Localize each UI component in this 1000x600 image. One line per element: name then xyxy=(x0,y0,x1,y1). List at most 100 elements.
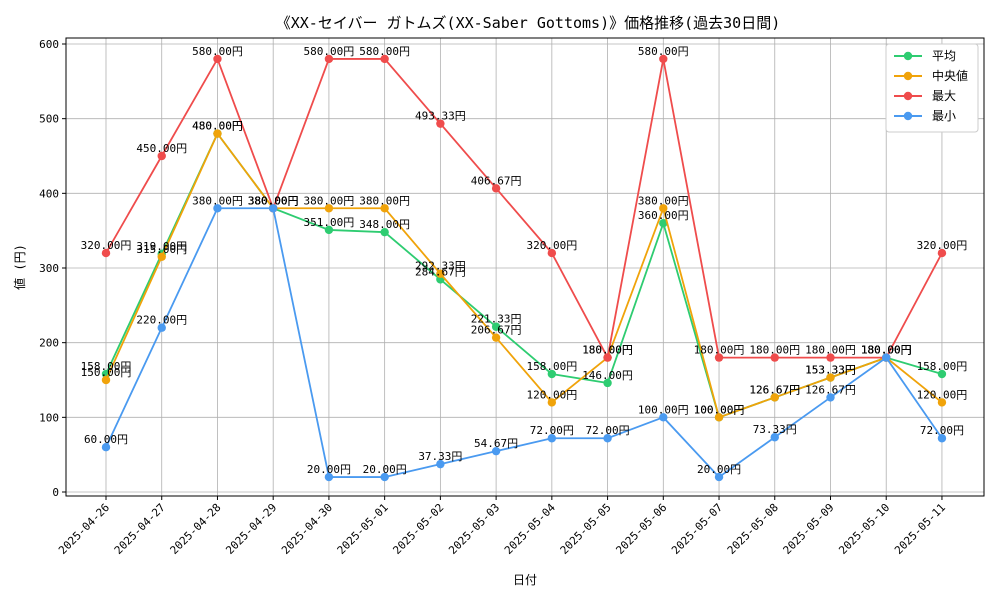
legend-item: 平均 xyxy=(894,49,956,63)
data-point xyxy=(770,393,779,402)
data-label: 580.00円 xyxy=(304,45,355,58)
x-tick-label: 2025-04-29 xyxy=(223,501,279,557)
legend-marker xyxy=(903,71,913,81)
data-point xyxy=(213,129,222,138)
data-point xyxy=(101,443,111,452)
data-label: 180.00円 xyxy=(694,344,745,357)
data-label: 60.00円 xyxy=(84,433,128,446)
x-tick-label: 2025-05-07 xyxy=(669,501,725,557)
data-label: 153.33円 xyxy=(805,364,856,377)
chart-title: 《XX-セイバー ガトムズ(XX-Saber Gottoms)》価格推移(過去3… xyxy=(276,14,781,32)
data-label: 580.00円 xyxy=(359,45,410,58)
data-label: 150.00円 xyxy=(81,366,132,379)
x-tick-label: 2025-04-27 xyxy=(112,501,168,557)
data-label: 153.33円 xyxy=(805,364,856,377)
data-label: 120.00円 xyxy=(917,388,968,401)
data-label: 126.67円 xyxy=(805,383,856,396)
data-point xyxy=(491,322,501,331)
x-tick-label: 2025-05-01 xyxy=(335,501,391,557)
data-point xyxy=(213,204,222,213)
series-3 xyxy=(101,54,947,362)
legend-marker xyxy=(903,51,913,61)
data-point xyxy=(937,434,947,443)
data-label: 126.67円 xyxy=(749,383,800,396)
data-point xyxy=(213,54,222,64)
data-point xyxy=(380,227,389,237)
data-point xyxy=(547,369,557,379)
series-line xyxy=(105,56,943,361)
data-point xyxy=(937,398,947,407)
data-label: 180.00円 xyxy=(805,344,856,357)
data-label: 180.00円 xyxy=(749,344,800,357)
data-point xyxy=(659,204,668,213)
data-label: 180.00円 xyxy=(861,344,912,357)
data-label: 158.00円 xyxy=(81,360,132,373)
legend-item: 最小 xyxy=(894,109,956,123)
data-label: 72.00円 xyxy=(586,424,630,437)
series-4 xyxy=(101,204,947,482)
data-point xyxy=(826,393,835,402)
data-label: 180.00円 xyxy=(861,344,912,357)
data-label: 380.00円 xyxy=(248,194,299,207)
data-point xyxy=(770,433,779,442)
data-point xyxy=(547,398,557,407)
data-label: 180.00円 xyxy=(861,344,912,357)
data-point xyxy=(436,459,445,469)
data-label: 450.00円 xyxy=(136,142,187,155)
data-label: 320.00円 xyxy=(526,239,577,252)
data-label: 319.00円 xyxy=(136,240,187,253)
data-label: 206.67円 xyxy=(471,324,522,337)
data-label: 580.00円 xyxy=(638,45,689,58)
data-point xyxy=(157,151,166,161)
x-tick-label: 2025-05-08 xyxy=(725,501,781,557)
x-tick-label: 2025-05-09 xyxy=(781,501,837,557)
data-label: 348.00円 xyxy=(359,218,410,231)
y-axis: 0 100 200 300 400 500 600 xyxy=(39,38,66,499)
series-1 xyxy=(101,129,947,422)
data-label: 180.00円 xyxy=(582,344,633,357)
x-tick-label: 2025-05-05 xyxy=(558,501,614,557)
data-label: 320.00円 xyxy=(917,239,968,252)
data-label: 380.00円 xyxy=(248,194,299,207)
data-label: 480.00円 xyxy=(192,120,243,133)
data-point xyxy=(714,413,724,422)
data-label: 20.00円 xyxy=(363,463,407,476)
data-label: 351.00円 xyxy=(304,216,355,229)
y-axis-label: 値 (円) xyxy=(12,244,27,290)
y-tick-label: 400 xyxy=(39,187,59,200)
data-label: 126.67円 xyxy=(749,383,800,396)
data-point xyxy=(603,434,612,443)
data-label: 146.00円 xyxy=(582,369,633,382)
y-tick-label: 500 xyxy=(39,113,59,126)
x-tick-label: 2025-04-30 xyxy=(279,501,335,557)
data-point xyxy=(324,204,334,213)
legend-item: 最大 xyxy=(894,89,956,103)
data-label: 37.33円 xyxy=(418,450,462,463)
data-label: 315.00円 xyxy=(136,243,187,256)
data-point xyxy=(547,248,557,258)
data-point xyxy=(882,353,891,362)
data-label: 72.00円 xyxy=(530,424,574,437)
data-label: 406.67円 xyxy=(471,174,522,187)
data-point xyxy=(380,204,389,213)
data-point xyxy=(491,184,501,193)
data-label: 221.33円 xyxy=(471,313,522,326)
data-label: 380.00円 xyxy=(359,194,410,207)
data-label: 380.00円 xyxy=(248,194,299,207)
x-tick-label: 2025-05-03 xyxy=(446,501,502,557)
data-label: 380.00円 xyxy=(638,194,689,207)
legend-marker xyxy=(903,91,913,101)
x-tick-label: 2025-04-26 xyxy=(56,501,112,557)
data-point xyxy=(659,54,668,64)
data-point xyxy=(547,434,557,443)
data-label: 380.00円 xyxy=(248,194,299,207)
data-point xyxy=(380,472,389,482)
legend-box xyxy=(885,43,979,133)
data-point xyxy=(380,54,389,64)
data-label: 480.00円 xyxy=(192,120,243,133)
data-label: 120.00円 xyxy=(526,388,577,401)
data-label: 580.00円 xyxy=(192,45,243,58)
data-point xyxy=(101,375,111,385)
